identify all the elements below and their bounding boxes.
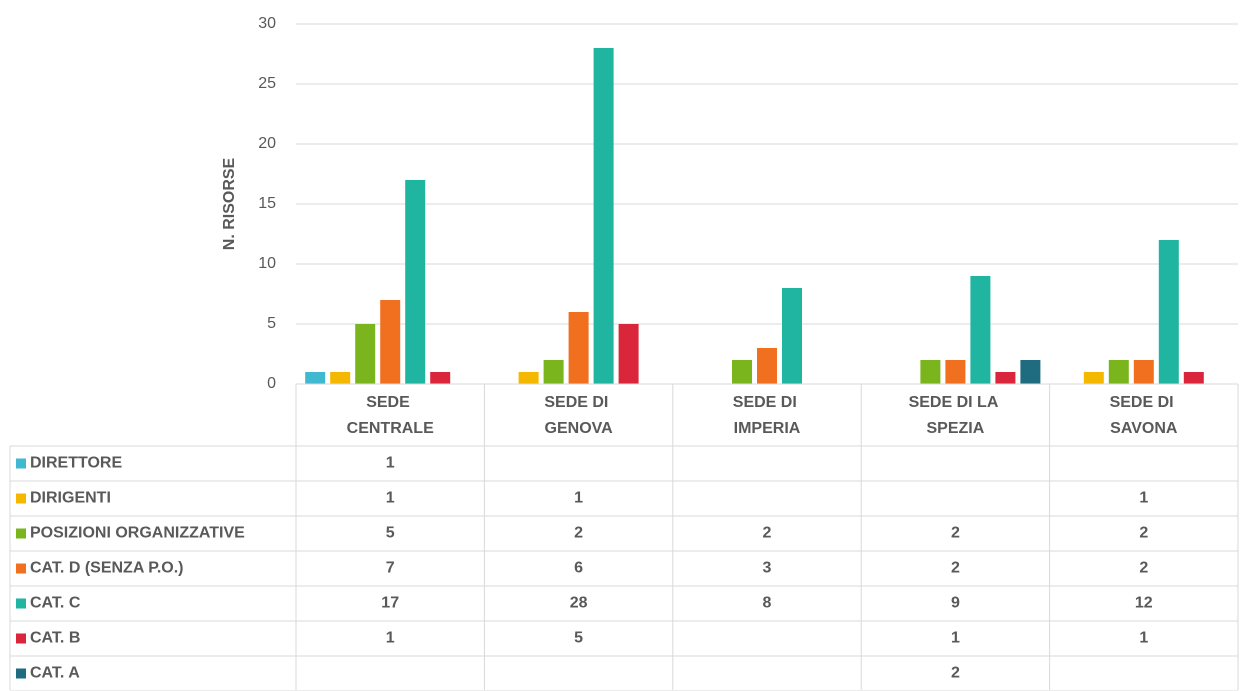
y-axis-title: N. RISORSE bbox=[221, 157, 238, 250]
table-value: 17 bbox=[381, 595, 399, 612]
table-value: 1 bbox=[574, 490, 583, 507]
table-value: 7 bbox=[386, 560, 395, 577]
legend-swatch bbox=[16, 493, 26, 504]
legend-swatch bbox=[16, 528, 26, 539]
y-tick-label: 15 bbox=[258, 195, 276, 212]
bar bbox=[1108, 360, 1129, 384]
legend-swatch bbox=[16, 633, 26, 644]
table-value: 1 bbox=[386, 455, 395, 472]
legend-swatch bbox=[16, 458, 26, 469]
y-tick-label: 5 bbox=[267, 315, 276, 332]
legend-label: CAT. A bbox=[30, 665, 80, 682]
table-value: 8 bbox=[763, 595, 772, 612]
table-value: 5 bbox=[386, 525, 395, 542]
category-label: SEDE DI SAVONA bbox=[1110, 394, 1178, 437]
bar bbox=[1158, 240, 1179, 384]
table-value: 1 bbox=[386, 490, 395, 507]
table-value: 9 bbox=[951, 595, 960, 612]
bar bbox=[355, 324, 376, 384]
bar bbox=[1183, 372, 1204, 384]
bar bbox=[995, 372, 1016, 384]
table-value: 3 bbox=[763, 560, 772, 577]
table-value: 2 bbox=[1139, 560, 1148, 577]
table-value: 2 bbox=[1139, 525, 1148, 542]
bar bbox=[618, 324, 639, 384]
y-tick-label: 20 bbox=[258, 135, 276, 152]
bar bbox=[543, 360, 564, 384]
bar bbox=[1083, 372, 1104, 384]
category-label: SEDE DI IMPERIA bbox=[733, 394, 801, 437]
legend-label: DIRIGENTI bbox=[30, 490, 111, 507]
category-label: SEDE DI GENOVA bbox=[544, 394, 613, 437]
legend-label: CAT. C bbox=[30, 595, 81, 612]
bar bbox=[568, 312, 589, 384]
bar bbox=[593, 48, 614, 384]
legend-label: CAT. B bbox=[30, 630, 80, 647]
bar bbox=[757, 348, 777, 384]
category-label: SEDE CENTRALE bbox=[347, 394, 434, 437]
table-value: 2 bbox=[763, 525, 772, 542]
category-label: SEDE DI LA SPEZIA bbox=[909, 394, 1003, 437]
bar bbox=[405, 180, 426, 384]
table-value: 2 bbox=[951, 665, 960, 682]
table-value: 1 bbox=[951, 630, 960, 647]
legend-label: DIRETTORE bbox=[30, 455, 122, 472]
legend-label: CAT. D (SENZA P.O.) bbox=[30, 560, 184, 577]
bar bbox=[945, 360, 966, 384]
bar bbox=[330, 372, 351, 384]
table-value: 2 bbox=[951, 560, 960, 577]
table-value: 1 bbox=[386, 630, 395, 647]
table-value: 12 bbox=[1135, 595, 1153, 612]
table-value: 28 bbox=[570, 595, 588, 612]
bar bbox=[920, 360, 941, 384]
y-tick-label: 10 bbox=[258, 255, 276, 272]
table-value: 2 bbox=[574, 525, 583, 542]
bar bbox=[732, 360, 752, 384]
legend-swatch bbox=[16, 563, 26, 574]
bar bbox=[430, 372, 451, 384]
bar bbox=[305, 372, 326, 384]
bar bbox=[380, 300, 401, 384]
table-value: 1 bbox=[1139, 630, 1148, 647]
table-value: 1 bbox=[1139, 490, 1148, 507]
bar bbox=[518, 372, 539, 384]
bar bbox=[1133, 360, 1154, 384]
table-value: 5 bbox=[574, 630, 583, 647]
table-value: 2 bbox=[951, 525, 960, 542]
bar bbox=[782, 288, 802, 384]
legend-swatch bbox=[16, 668, 26, 679]
bar bbox=[970, 276, 991, 384]
y-tick-label: 25 bbox=[258, 75, 276, 92]
legend-swatch bbox=[16, 598, 26, 609]
y-tick-label: 0 bbox=[267, 375, 276, 392]
legend-label: POSIZIONI ORGANIZZATIVE bbox=[30, 525, 245, 542]
bar bbox=[1020, 360, 1041, 384]
y-tick-label: 30 bbox=[258, 15, 276, 32]
table-value: 6 bbox=[574, 560, 583, 577]
